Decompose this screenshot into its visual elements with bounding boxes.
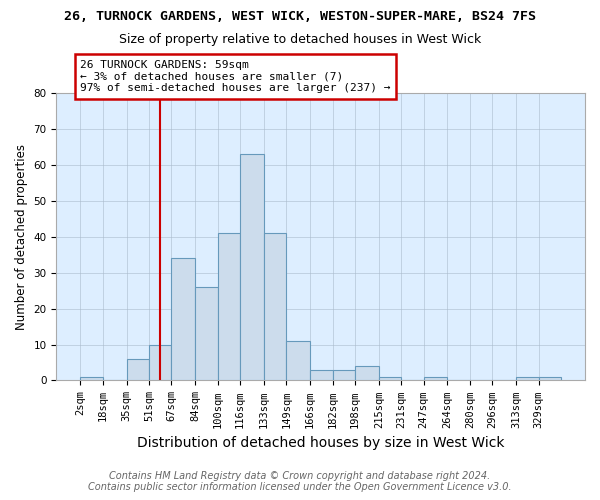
Text: Contains HM Land Registry data © Crown copyright and database right 2024.
Contai: Contains HM Land Registry data © Crown c… xyxy=(88,471,512,492)
Bar xyxy=(127,359,149,380)
Text: 26, TURNOCK GARDENS, WEST WICK, WESTON-SUPER-MARE, BS24 7FS: 26, TURNOCK GARDENS, WEST WICK, WESTON-S… xyxy=(64,10,536,23)
Y-axis label: Number of detached properties: Number of detached properties xyxy=(15,144,28,330)
Bar xyxy=(240,154,264,380)
Bar xyxy=(379,377,401,380)
Bar xyxy=(332,370,355,380)
Bar xyxy=(264,233,286,380)
Bar xyxy=(80,377,103,380)
Bar xyxy=(149,344,172,380)
Bar xyxy=(310,370,332,380)
Bar xyxy=(424,377,448,380)
Bar xyxy=(516,377,539,380)
Bar xyxy=(172,258,196,380)
X-axis label: Distribution of detached houses by size in West Wick: Distribution of detached houses by size … xyxy=(137,436,505,450)
Bar xyxy=(286,341,310,380)
Bar xyxy=(196,287,218,380)
Bar xyxy=(355,366,379,380)
Bar xyxy=(539,377,561,380)
Text: Size of property relative to detached houses in West Wick: Size of property relative to detached ho… xyxy=(119,32,481,46)
Text: 26 TURNOCK GARDENS: 59sqm
← 3% of detached houses are smaller (7)
97% of semi-de: 26 TURNOCK GARDENS: 59sqm ← 3% of detach… xyxy=(80,60,391,93)
Bar xyxy=(218,233,240,380)
